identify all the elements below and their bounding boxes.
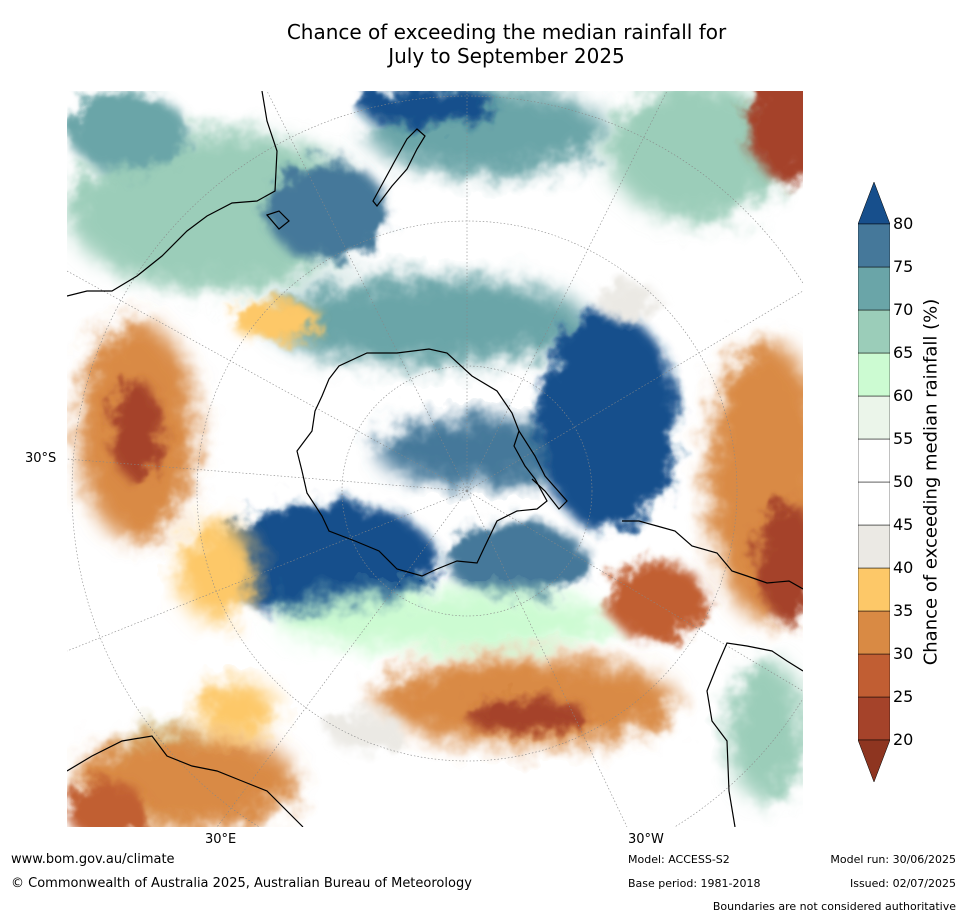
colorbar-tick-label: 30	[893, 644, 914, 663]
wet-region-nw	[67, 91, 187, 171]
website-link[interactable]: www.bom.gov.au/climate	[11, 852, 175, 867]
south-america-coast	[622, 520, 803, 590]
rainfall-field	[67, 91, 803, 827]
colorbar-tick-label: 25	[893, 687, 914, 706]
colorbar-bin	[857, 266, 891, 311]
disclaimer-text: Boundaries are not considered authoritat…	[712, 900, 956, 913]
near-normal-patch	[597, 281, 657, 321]
near-normal-patch	[327, 711, 407, 751]
wet-core-east	[537, 311, 677, 531]
colorbar-bin	[857, 438, 891, 483]
meridian	[67, 458, 468, 492]
dry-region-patagonia	[607, 561, 707, 641]
latitude-circle	[341, 365, 593, 617]
dry-core-west	[112, 381, 162, 481]
graticule	[67, 91, 803, 827]
colorbar-tick-label: 50	[893, 472, 914, 491]
colorbar-bins	[857, 223, 891, 741]
longitude-label-30e: 30°E	[205, 832, 237, 847]
meridian	[466, 290, 803, 492]
colorbar	[857, 181, 891, 783]
colorbar-bin	[857, 481, 891, 526]
wet-region-nz	[267, 161, 387, 261]
dry-region-south-australia	[232, 301, 322, 341]
colorbar-title-text: Chance of exceeding median rainfall (%)	[920, 298, 942, 666]
dry-core-east-pacific	[757, 501, 803, 621]
map-title: Chance of exceeding the median rainfall …	[0, 20, 965, 68]
australia-coast	[67, 91, 278, 297]
map-canvas	[67, 91, 803, 827]
dry-region-sw-indian	[177, 521, 257, 621]
title-line-1: Chance of exceeding the median rainfall …	[286, 20, 727, 44]
colorbar-bin	[857, 309, 891, 354]
new-zealand-coast	[372, 128, 426, 207]
colorbar-bin	[857, 395, 891, 440]
longitude-label-30w: 30°W	[628, 832, 664, 847]
colorbar-tick-label: 40	[893, 558, 914, 577]
base-period-text: Base period: 1981-2018	[628, 877, 761, 890]
wet-ring-north	[267, 276, 587, 366]
colorbar-tick-label: 70	[893, 300, 914, 319]
colorbar-tick-label: 75	[893, 257, 914, 276]
colorbar-tick-label: 55	[893, 429, 914, 448]
dry-core-africa	[67, 781, 147, 827]
wet-region-se	[727, 661, 803, 801]
title-line-2: July to September 2025	[388, 44, 625, 68]
issued-text: Issued: 02/07/2025	[849, 877, 956, 890]
wet-core-north	[357, 91, 497, 126]
wet-core-south	[217, 501, 437, 621]
latitude-circle	[71, 95, 803, 827]
copyright-text: © Commonwealth of Australia 2025, Austra…	[11, 876, 472, 891]
colorbar-tick-label: 45	[893, 515, 914, 534]
model-run-text: Model run: 30/06/2025	[830, 853, 956, 866]
antarctic-peninsula	[518, 430, 568, 510]
colorbar-bin	[857, 524, 891, 569]
colorbar-bin	[857, 223, 891, 268]
meridian	[466, 490, 803, 692]
colorbar-tick-label: 65	[893, 343, 914, 362]
colorbar-tick-label: 80	[893, 214, 914, 233]
colorbar-bin	[857, 653, 891, 698]
colorbar-bin	[857, 567, 891, 612]
colorbar-tick-label: 60	[893, 386, 914, 405]
dry-core-ne	[747, 91, 803, 181]
meridian	[67, 270, 468, 492]
meridian	[266, 91, 468, 492]
wet-region-ne	[607, 91, 787, 221]
colorbar-bin	[857, 610, 891, 655]
colorbar-bin	[857, 352, 891, 397]
dry-region-south-indian	[197, 681, 277, 741]
model-text: Model: ACCESS-S2	[628, 853, 730, 866]
colorbar-bin	[857, 696, 891, 741]
colorbar-under-arrow	[857, 739, 891, 783]
south-america-east-coast	[706, 642, 803, 827]
tasmania-coast	[265, 210, 290, 230]
coastlines	[67, 91, 803, 827]
polar-rainfall-map[interactable]	[67, 91, 803, 827]
antarctica-coast	[296, 348, 548, 577]
colorbar-svg	[857, 181, 891, 783]
colorbar-tick-label: 20	[893, 730, 914, 749]
meridian	[466, 490, 628, 827]
moderate-wet-band	[277, 591, 617, 651]
wet-region-south	[447, 521, 587, 601]
latitude-label-30s: 30°S	[25, 451, 57, 466]
africa-coast	[67, 735, 304, 827]
meridian	[466, 91, 668, 492]
dry-core-south-atlantic	[467, 698, 587, 734]
colorbar-over-arrow	[857, 181, 891, 225]
colorbar-tick-label: 35	[893, 601, 914, 620]
